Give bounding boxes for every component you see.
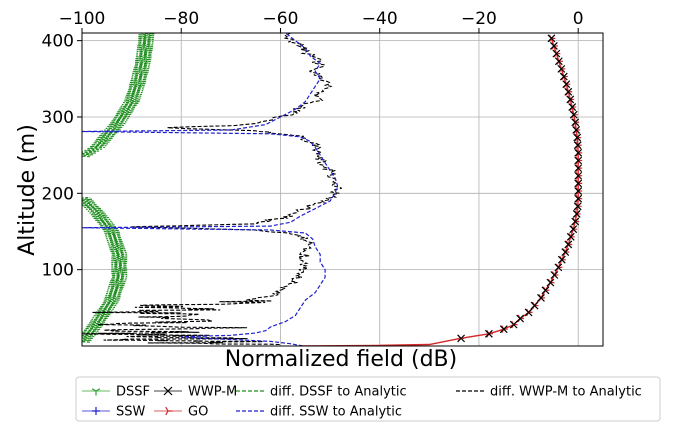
wwpm-marker	[564, 87, 573, 96]
diff-dssf-line	[82, 196, 128, 343]
legend-marker	[92, 407, 100, 415]
series-diff-dssf	[82, 33, 155, 343]
wwpm-marker	[524, 308, 533, 317]
x-tick-label: 0	[573, 9, 584, 29]
wwpm-marker	[549, 42, 558, 50]
wwpm-marker	[574, 179, 583, 188]
y-tick-label: 400	[42, 32, 74, 52]
wwpm-marker	[557, 255, 566, 264]
legend-item-diff-wwpm: diff. WWP-M to Analytic	[456, 385, 642, 400]
wwpm-marker	[569, 110, 578, 119]
wwpm-marker	[571, 118, 580, 127]
wwpm-marker	[554, 57, 563, 66]
wwpm-marker	[566, 232, 575, 241]
wwpm-marker	[557, 64, 566, 73]
wwpm-marker	[552, 49, 561, 58]
wwpm-marker	[574, 164, 583, 173]
wwpm-marker	[546, 278, 555, 287]
y-tick-label: 200	[42, 184, 74, 204]
y-axis-label: Altitude (m)	[15, 124, 40, 256]
wwpm-marker	[574, 148, 583, 157]
wwpm-marker	[550, 271, 559, 279]
wwpm-marker	[530, 301, 539, 310]
wwpm-marker	[573, 141, 582, 150]
go-line	[301, 38, 579, 346]
grid	[81, 33, 603, 346]
wwpm-marker	[554, 263, 563, 272]
plot-frame	[81, 32, 604, 347]
series-wwp-m	[457, 34, 583, 343]
wwpm-marker	[457, 334, 466, 343]
x-tick-label: −20	[461, 9, 497, 29]
wwpm-marker	[559, 72, 568, 81]
legend-item-dssf: DSSF	[82, 385, 150, 400]
wwpm-marker	[499, 325, 508, 334]
plot-area	[82, 33, 583, 346]
legend-item-ssw: SSW	[82, 405, 146, 420]
y-axis: 100 200 300 400	[42, 32, 82, 281]
wwpm-marker	[541, 286, 550, 295]
legend-label: SSW	[116, 405, 146, 420]
x-axis: −100 −80 −60 −40 −20 0	[59, 9, 584, 33]
legend: DSSF SSW WWP-M GO diff. DSSF to Analytic diff…	[75, 376, 661, 422]
legend-label: DSSF	[116, 385, 150, 400]
legend-item-wwp-m: WWP-M	[154, 385, 237, 400]
x-tick-label: −80	[163, 9, 199, 29]
wwpm-marker	[571, 217, 580, 226]
wwpm-marker	[573, 133, 582, 142]
wwpm-marker	[574, 194, 583, 203]
wwpm-marker	[547, 34, 556, 43]
wwpm-marker	[484, 329, 493, 338]
wwpm-marker	[516, 314, 525, 323]
legend-label: diff. WWP-M to Analytic	[490, 385, 642, 400]
x-tick-label: −40	[362, 9, 398, 29]
diff-dssf-line	[82, 33, 155, 158]
wwpm-marker	[561, 248, 570, 257]
x-tick-label: −60	[263, 9, 299, 29]
wwpm-marker	[509, 320, 518, 329]
series-diff-ssw	[82, 33, 339, 346]
wwpm-marker	[562, 80, 571, 89]
legend-item-diff-dssf: diff. DSSF to Analytic	[236, 385, 407, 400]
wwpm-marker	[564, 240, 573, 249]
legend-marker	[91, 388, 101, 396]
legend-label: WWP-M	[188, 385, 237, 400]
legend-label: GO	[188, 405, 208, 420]
legend-marker	[163, 386, 173, 396]
wwpm-marker	[569, 225, 578, 234]
wwpm-marker	[574, 187, 583, 195]
legend-item-go: GO	[154, 405, 208, 420]
wwpm-marker	[537, 293, 545, 302]
wwpm-marker	[572, 126, 581, 134]
legend-label: diff. SSW to Analytic	[270, 405, 402, 420]
y-tick-label: 100	[42, 261, 74, 281]
diff-ssw-line	[82, 33, 339, 346]
legend-box	[75, 376, 661, 422]
wwpm-marker	[574, 156, 583, 165]
x-tick-label: −100	[59, 9, 106, 29]
wwpm-marker	[574, 171, 583, 180]
wwpm-marker	[572, 210, 581, 218]
wwpm-marker	[566, 95, 575, 104]
legend-label: diff. DSSF to Analytic	[270, 385, 407, 400]
legend-marker	[165, 406, 173, 416]
wwpm-marker	[568, 103, 577, 111]
x-axis-label: Normalized field (dB)	[225, 347, 457, 372]
y-tick-label: 300	[42, 108, 74, 128]
wwpm-marker	[573, 202, 582, 211]
legend-item-diff-ssw: diff. SSW to Analytic	[236, 405, 402, 420]
